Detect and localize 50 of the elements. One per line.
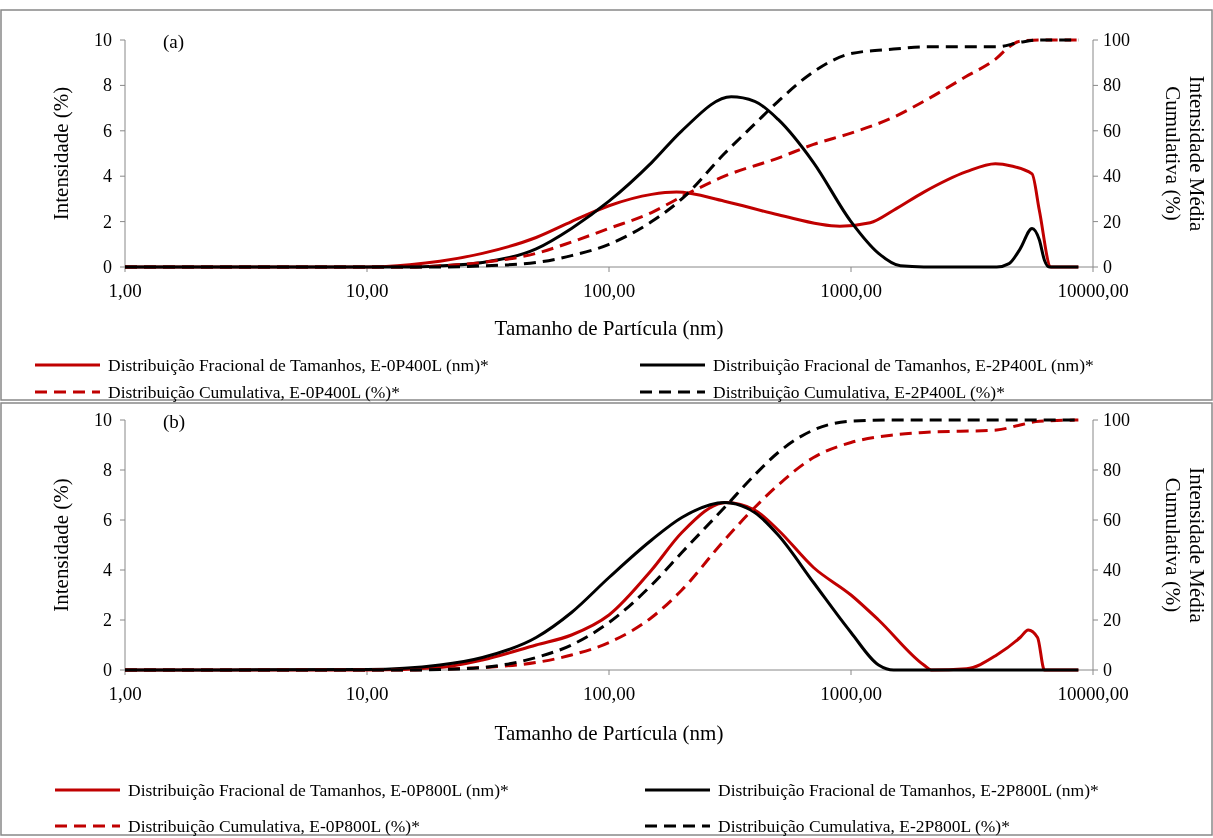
y2-tick-label: 100 <box>1103 30 1130 50</box>
legend-label: Distribuição Cumulativa, E-0P800L (%)* <box>128 816 420 836</box>
legend-label: Distribuição Fracional de Tamanhos, E-0P800L (nm)* <box>128 780 509 800</box>
y2-tick-label: 80 <box>1103 75 1121 96</box>
x-tick-label: 10,00 <box>345 683 389 704</box>
y-tick-label: 10 <box>94 30 112 50</box>
x-axis-title: Tamanho de Partícula (nm) <box>494 316 724 340</box>
x-tick-label: 100,00 <box>582 280 636 301</box>
y-tick-label: 6 <box>103 120 112 141</box>
legend-label: Distribuição Fracional de Tamanhos, E-2P800L (nm)* <box>718 780 1099 800</box>
y-tick-label: 4 <box>103 166 112 187</box>
y-tick-label: 4 <box>103 560 112 580</box>
y2-tick-label: 80 <box>1103 460 1121 480</box>
y2-tick-label: 0 <box>1103 660 1112 680</box>
y-tick-label: 8 <box>103 75 112 96</box>
x-tick-label: 1000,00 <box>820 280 882 301</box>
x-tick-label: 1,00 <box>108 683 142 704</box>
y2-tick-label: 100 <box>1103 410 1130 430</box>
x-tick-label: 1,00 <box>108 280 142 301</box>
y2-tick-label: 60 <box>1103 120 1121 141</box>
y2-axis-title: Intensidade Média Cumulativa (%) <box>1161 467 1209 624</box>
x-tick-label: 1000,00 <box>820 683 882 704</box>
y2-tick-label: 60 <box>1103 510 1121 530</box>
y-tick-label: 2 <box>103 610 112 630</box>
x-tick-label: 10000,00 <box>1057 683 1129 704</box>
annotation: (b) <box>163 411 186 433</box>
legend-label: Distribuição Cumulativa, E-2P400L (%)* <box>713 382 1005 402</box>
y-tick-label: 8 <box>103 460 112 480</box>
x-tick-label: 100,00 <box>582 683 636 704</box>
y2-tick-label: 20 <box>1103 610 1121 630</box>
y2-tick-label: 40 <box>1103 560 1121 580</box>
y-tick-label: 0 <box>103 660 112 680</box>
y2-tick-label: 20 <box>1103 211 1121 232</box>
y2-tick-label: 0 <box>1103 257 1112 277</box>
y-tick-label: 6 <box>103 510 112 530</box>
legend-label: Distribuição Fracional de Tamanhos, E-2P400L (nm)* <box>713 355 1094 375</box>
y-axis-title: Intensidade (%) <box>49 86 73 221</box>
legend-label: Distribuição Fracional de Tamanhos, E-0P400L (nm)* <box>108 355 489 375</box>
legend-label: Distribuição Cumulativa, E-0P400L (%)* <box>108 382 400 402</box>
x-tick-label: 10000,00 <box>1057 280 1129 301</box>
annotation: (a) <box>163 31 185 53</box>
y-tick-label: 0 <box>103 257 112 277</box>
y2-axis-title: Intensidade Média Cumulativa (%) <box>1161 75 1209 233</box>
y2-tick-label: 40 <box>1103 166 1121 187</box>
x-tick-label: 10,00 <box>345 280 389 301</box>
y-tick-label: 10 <box>94 410 112 430</box>
y-axis-title: Intensidade (%) <box>49 478 73 612</box>
legend-label: Distribuição Cumulativa, E-2P800L (%)* <box>718 816 1010 836</box>
y-tick-label: 2 <box>103 211 112 232</box>
x-axis-title: Tamanho de Partícula (nm) <box>494 721 724 745</box>
